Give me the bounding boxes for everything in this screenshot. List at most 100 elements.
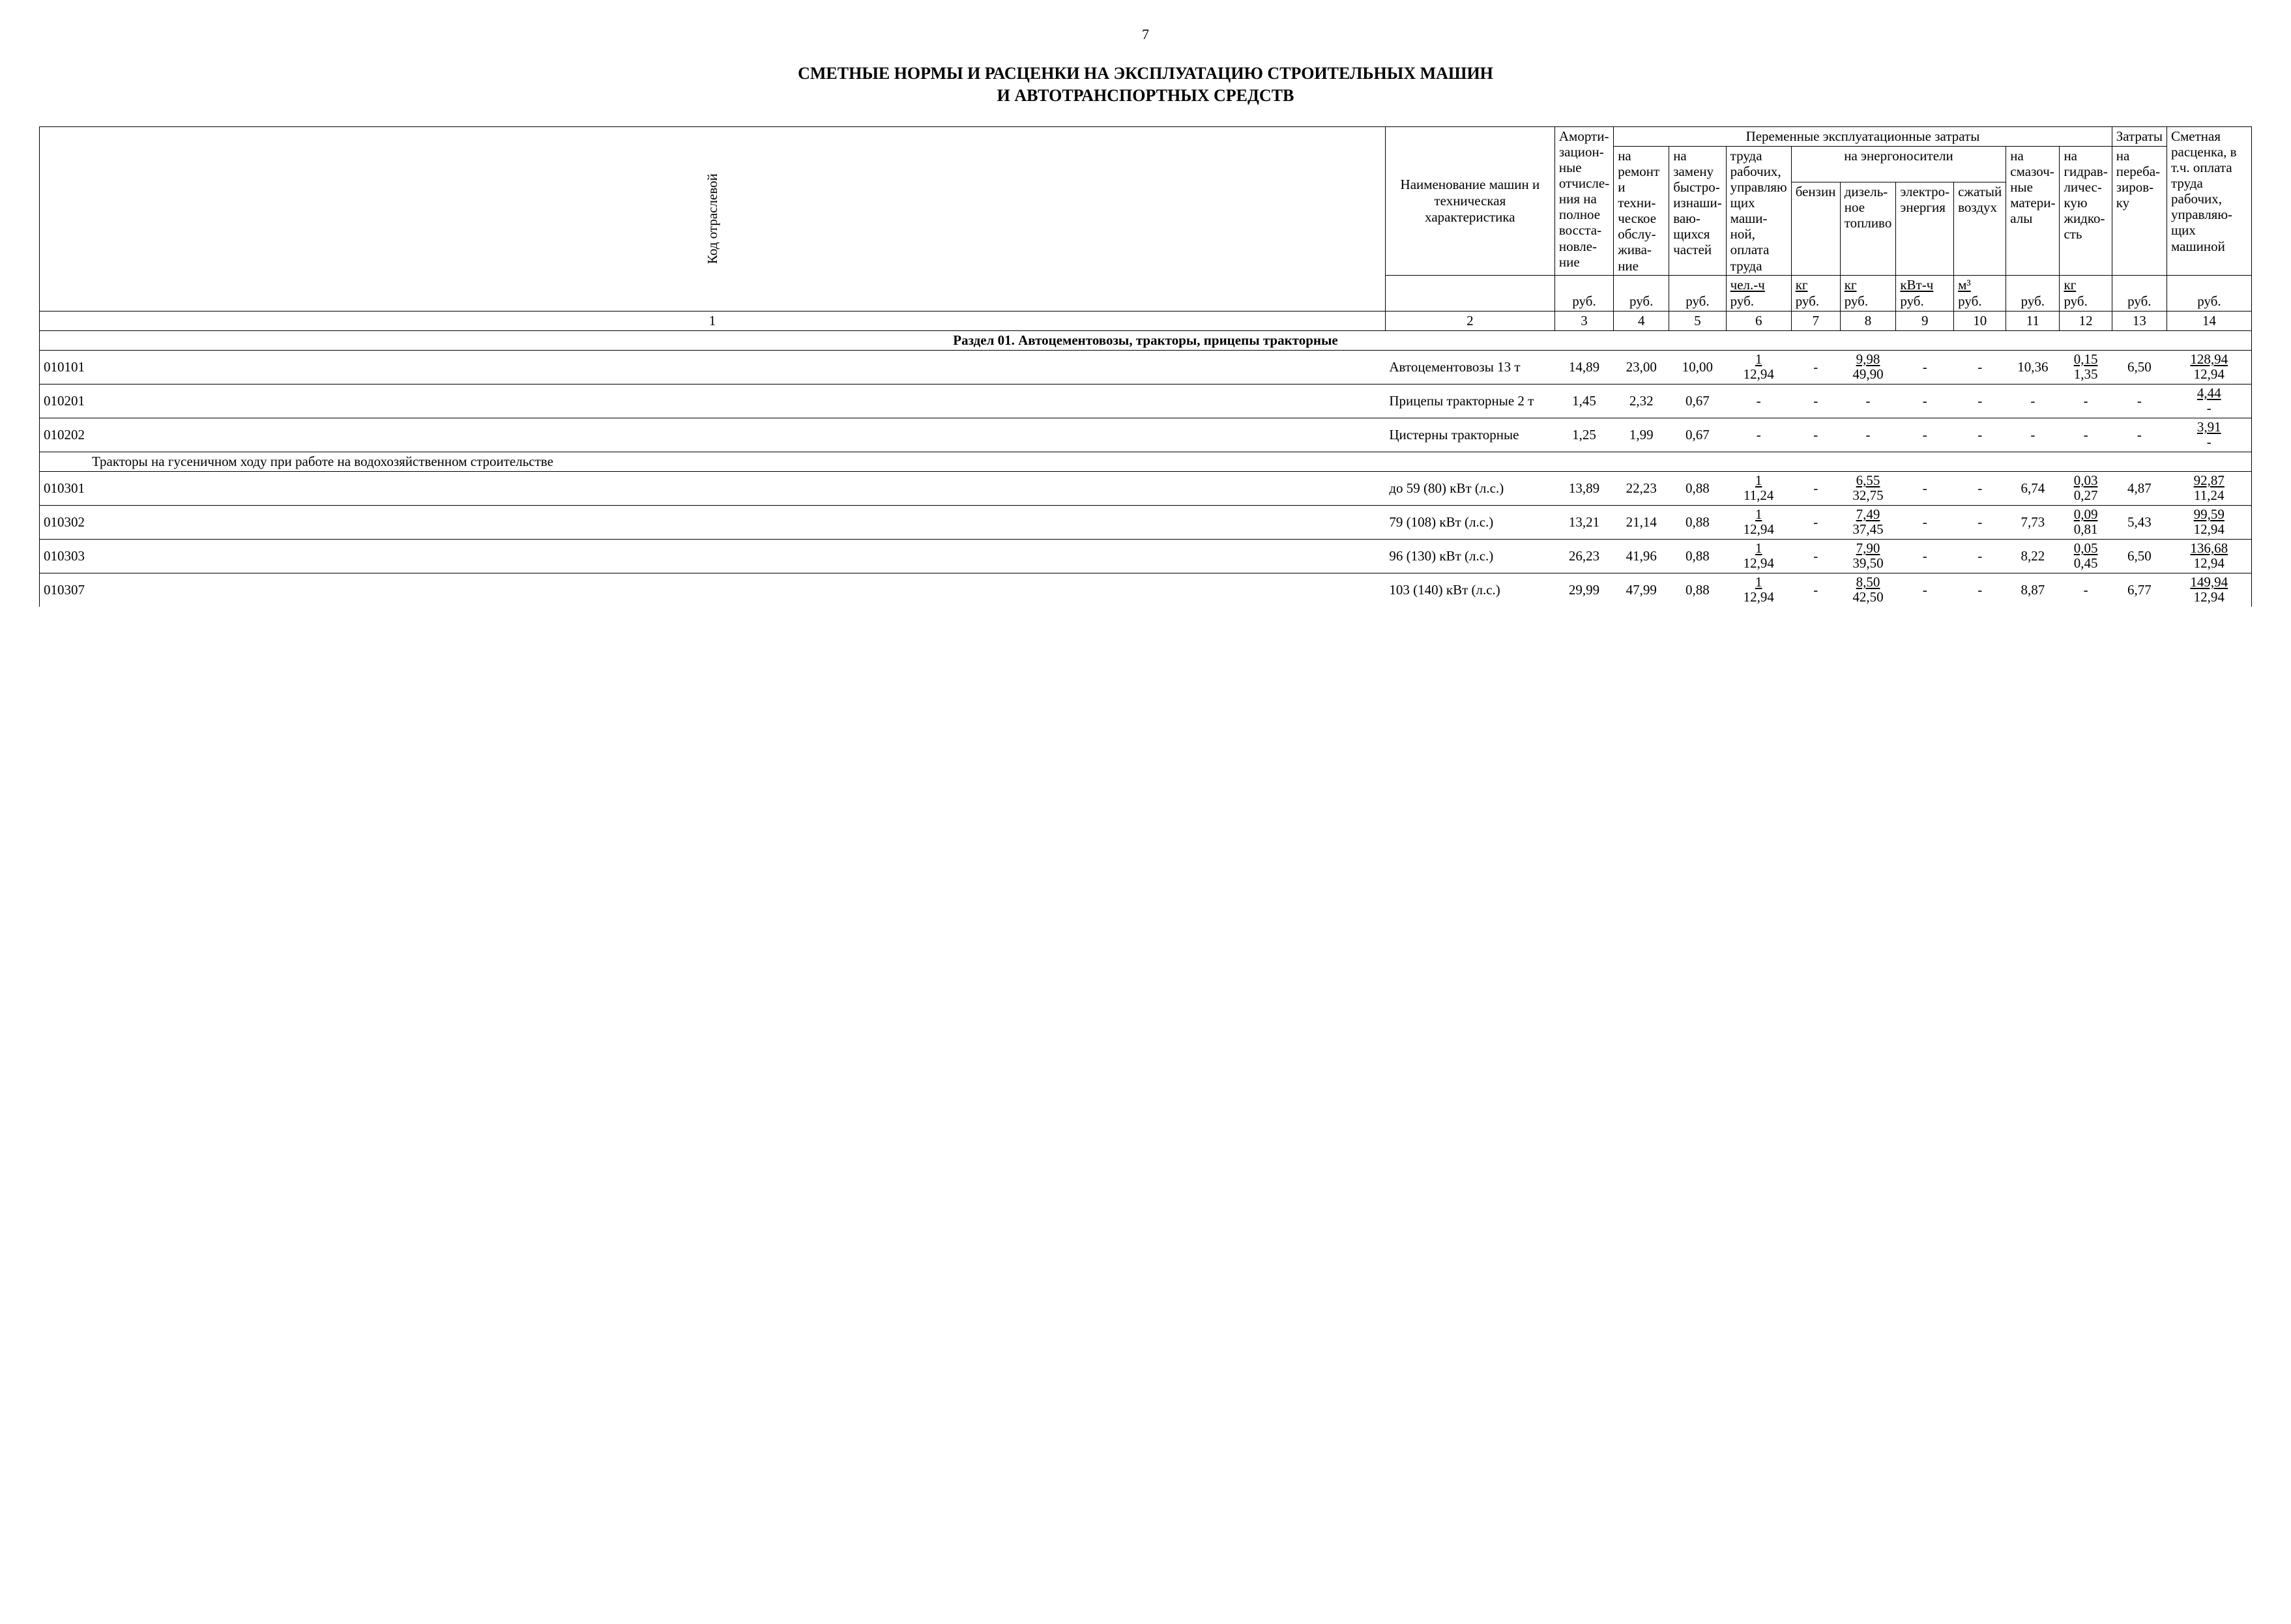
row-c4: 1,99 [1614,418,1669,452]
row-c11: 8,22 [2006,540,2060,573]
header-air: сжатый воздух [1954,182,2006,275]
row-c14: 149,9412,94 [2167,573,2252,607]
row-c7: - [1791,506,1840,540]
row-c3: 29,99 [1554,573,1613,607]
row-c6: 112,94 [1726,540,1791,573]
row-c9: - [1896,384,1954,418]
row-c6: 112,94 [1726,350,1791,384]
row-c13: - [2112,418,2167,452]
row-c10: - [1954,418,2006,452]
row-name: до 59 (80) кВт (л.с.) [1385,472,1554,506]
row-c5: 0,88 [1669,540,1726,573]
row-c5: 0,88 [1669,506,1726,540]
row-c4: 41,96 [1614,540,1669,573]
row-c3: 1,45 [1554,384,1613,418]
unit-c11: руб. [2006,275,2060,311]
row-c6: 111,24 [1726,472,1791,506]
header-variable-costs: Переменные эксплуатационные затраты [1614,126,2112,146]
unit-c4: руб. [1614,275,1669,311]
header-costs-group: Затраты [2112,126,2167,146]
row-c10: - [1954,540,2006,573]
header-lubricant-text: на смазоч-ные матери-алы [2010,148,2055,227]
row-c8: 7,9039,50 [1840,540,1896,573]
header-energy: на энергоносители [1791,146,2006,182]
row-c3: 14,89 [1554,350,1613,384]
header-gasoline-text: бензин [1796,184,1836,199]
row-c5: 0,67 [1669,384,1726,418]
row-c4: 21,14 [1614,506,1669,540]
header-hydraulic: на гидрав-личес-кую жидко-сть [2060,146,2112,275]
row-c9: - [1896,472,1954,506]
row-c11: 6,74 [2006,472,2060,506]
row-c10: - [1954,350,2006,384]
header-relocation: на переба-зиров-ку [2112,146,2167,275]
header-replace-text: на замену быстро-изнаши-ваю-щихся частей [1673,148,1721,258]
unit-c3: руб. [1554,275,1613,311]
row-c7: - [1791,472,1840,506]
row-name: Прицепы тракторные 2 т [1385,384,1554,418]
unit-c13: руб. [2112,275,2167,311]
row-c13: 6,50 [2112,350,2167,384]
header-name: Наименование машин и техническая характе… [1385,126,1554,275]
table-row: 01030396 (130) кВт (л.с.)26,2341,960,881… [40,540,2252,573]
title-line-2: И АВТОТРАНСПОРТНЫХ СРЕДСТВ [997,86,1294,105]
row-c8: 8,5042,50 [1840,573,1896,607]
title-line-1: СМЕТНЫЕ НОРМЫ И РАСЦЕНКИ НА ЭКСПЛУАТАЦИЮ… [798,64,1493,83]
row-c4: 23,00 [1614,350,1669,384]
header-air-text: сжатый воздух [1958,184,2002,215]
row-c12: - [2060,418,2112,452]
row-c8: 6,5532,75 [1840,472,1896,506]
row-c6: 112,94 [1726,506,1791,540]
row-c3: 13,89 [1554,472,1613,506]
header-repair-text: на ремонт и техни-ческое обслу-жива-ние [1618,148,1665,274]
table-row: 010202Цистерны тракторные1,251,990,67---… [40,418,2252,452]
row-c9: - [1896,540,1954,573]
section-01-title: Раздел 01. Автоцементовозы, тракторы, пр… [40,330,2252,350]
document-title: СМЕТНЫЕ НОРМЫ И РАСЦЕНКИ НА ЭКСПЛУАТАЦИЮ… [39,63,2252,107]
row-c13: 5,43 [2112,506,2167,540]
row-c8: 7,4937,45 [1840,506,1896,540]
row-c13: - [2112,384,2167,418]
row-name: 96 (130) кВт (л.с.) [1385,540,1554,573]
row-name: Автоцементовозы 13 т [1385,350,1554,384]
unit-c7: кгруб. [1791,275,1840,311]
unit-c10: м³руб. [1954,275,2006,311]
row-c4: 22,23 [1614,472,1669,506]
row-c8: - [1840,384,1896,418]
header-code: Код отраслевой [40,126,1386,311]
row-c12: 0,090,81 [2060,506,2112,540]
row-code: 010307 [40,573,1386,607]
row-c12: - [2060,573,2112,607]
page-number: 7 [39,26,2252,43]
unit-c12: кгруб. [2060,275,2112,311]
header-repair: на ремонт и техни-ческое обслу-жива-ние [1614,146,1669,275]
row-c11: 8,87 [2006,573,2060,607]
row-c3: 26,23 [1554,540,1613,573]
header-labor: труда рабочих, управляю щих маши-ной, оп… [1726,146,1791,275]
header-amort-text: Аморти-зацион-ные отчисле-ния на полное … [1559,128,1609,270]
row-c5: 0,88 [1669,472,1726,506]
row-c14: 136,6812,94 [2167,540,2252,573]
row-c13: 6,50 [2112,540,2167,573]
table-row: 01030279 (108) кВт (л.с.)13,2121,140,881… [40,506,2252,540]
row-c14: 3,91- [2167,418,2252,452]
row-c6: 112,94 [1726,573,1791,607]
row-c14: 128,9412,94 [2167,350,2252,384]
row-c7: - [1791,350,1840,384]
row-c14: 92,8711,24 [2167,472,2252,506]
row-code: 010303 [40,540,1386,573]
row-c8: - [1840,418,1896,452]
header-gasoline: бензин [1791,182,1840,275]
row-c10: - [1954,506,2006,540]
row-c12: 0,050,45 [2060,540,2112,573]
row-c8: 9,9849,90 [1840,350,1896,384]
header-replace: на замену быстро-изнаши-ваю-щихся частей [1669,146,1726,275]
row-c11: - [2006,384,2060,418]
row-c4: 2,32 [1614,384,1669,418]
table-row: 010301до 59 (80) кВт (л.с.)13,8922,230,8… [40,472,2252,506]
row-c9: - [1896,506,1954,540]
rates-table: Код отраслевой Наименование машин и техн… [39,126,2252,607]
row-c11: 7,73 [2006,506,2060,540]
unit-c14: руб. [2167,275,2252,311]
row-name: 103 (140) кВт (л.с.) [1385,573,1554,607]
